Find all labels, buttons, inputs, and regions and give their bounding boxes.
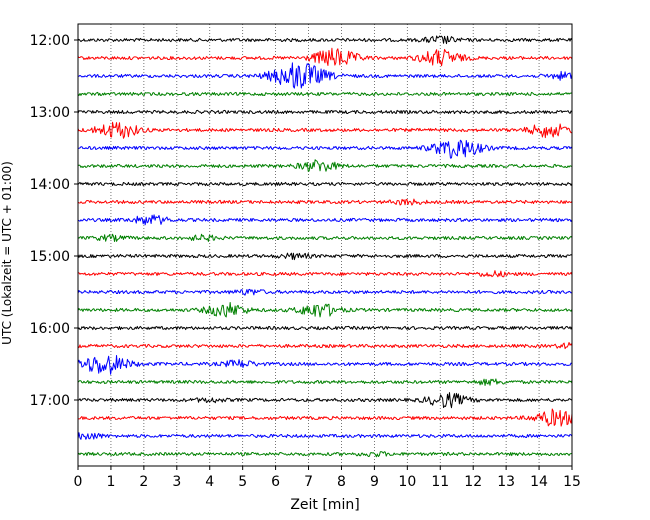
trace-1400 <box>77 181 573 187</box>
trace-1345 <box>77 159 573 172</box>
y-tick-label-1400: 14:00 <box>30 177 70 193</box>
x-tick-label-0: 0 <box>74 474 83 490</box>
trace-1600 <box>77 325 573 331</box>
x-tick-label-5: 5 <box>238 474 247 490</box>
x-tick-label-14: 14 <box>530 474 548 490</box>
y-tick-label-1300: 13:00 <box>30 105 70 121</box>
x-tick-label-4: 4 <box>205 474 214 490</box>
trace-1200 <box>77 35 573 45</box>
trace-1245 <box>77 91 573 97</box>
y-tick-label-1500: 15:00 <box>30 249 70 265</box>
x-tick-label-1: 1 <box>106 474 115 490</box>
trace-1615 <box>77 341 573 350</box>
trace-1315 <box>77 121 573 139</box>
trace-1230 <box>77 62 573 89</box>
x-tick-label-3: 3 <box>172 474 181 490</box>
y-axis-label: UTC (Lokalzeit = UTC + 01:00) <box>0 161 14 345</box>
trace-1545 <box>77 301 573 318</box>
x-axis-ticks: 0 1 2 3 4 5 6 7 8 9 10 11 12 13 14 15 <box>74 466 581 490</box>
trace-1645 <box>77 378 573 386</box>
trace-1730 <box>77 432 573 440</box>
y-axis-ticks: 12:00 13:00 14:00 15:00 16:00 17:00 <box>30 33 78 409</box>
x-tick-label-7: 7 <box>304 474 313 490</box>
x-tick-label-13: 13 <box>497 474 515 490</box>
x-tick-label-2: 2 <box>139 474 148 490</box>
trace-1415 <box>77 198 573 206</box>
x-tick-label-11: 11 <box>431 474 449 490</box>
x-tick-label-6: 6 <box>271 474 280 490</box>
trace-1715 <box>77 408 573 427</box>
trace-group <box>77 35 573 458</box>
x-axis-label: Zeit [min] <box>290 497 359 513</box>
plot-frame <box>77 23 573 467</box>
trace-1530 <box>77 288 573 296</box>
x-tick-label-8: 8 <box>337 474 346 490</box>
x-tick-label-12: 12 <box>464 474 482 490</box>
trace-1330 <box>77 139 573 159</box>
trace-1700 <box>77 392 573 409</box>
x-tick-label-10: 10 <box>398 474 416 490</box>
trace-1300 <box>77 109 573 115</box>
trace-1500 <box>77 252 573 261</box>
y-tick-label-1700: 17:00 <box>30 393 70 409</box>
trace-1215 <box>77 47 573 67</box>
x-tick-label-15: 15 <box>563 474 581 490</box>
trace-1630 <box>77 355 573 375</box>
y-tick-label-1600: 16:00 <box>30 321 70 337</box>
trace-1445 <box>77 233 573 243</box>
trace-1515 <box>77 270 573 278</box>
trace-1745 <box>77 451 573 458</box>
x-tick-label-9: 9 <box>370 474 379 490</box>
trace-1430 <box>77 214 573 226</box>
y-tick-label-1200: 12:00 <box>30 33 70 49</box>
